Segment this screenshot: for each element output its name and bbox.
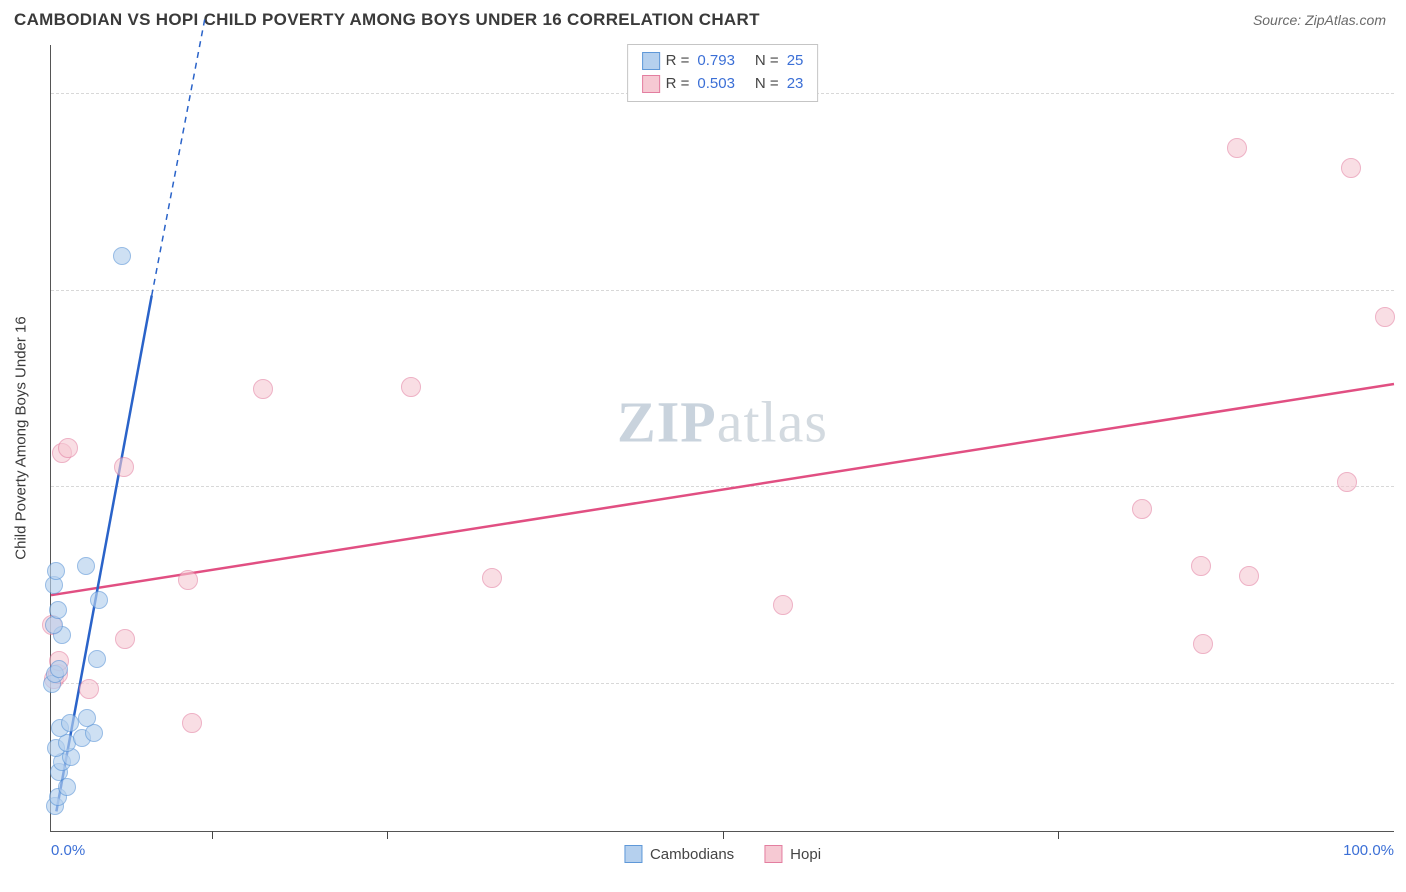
legend-swatch (764, 845, 782, 863)
stats-legend-box: R =0.793 N =25 R =0.503 N =23 (627, 44, 819, 102)
data-point-hopi (773, 595, 793, 615)
legend-swatch (642, 75, 660, 93)
data-point-hopi (182, 713, 202, 733)
data-point-cambodians (90, 591, 108, 609)
x-tick-mark (387, 831, 388, 839)
data-point-hopi (1375, 307, 1395, 327)
data-point-cambodians (61, 714, 79, 732)
scatter-points (51, 45, 1394, 831)
data-point-hopi (178, 570, 198, 590)
data-point-hopi (1337, 472, 1357, 492)
legend-item-cambodians: Cambodians (624, 845, 734, 863)
data-point-hopi (115, 629, 135, 649)
x-tick-label: 0.0% (51, 842, 85, 859)
chart-title: CAMBODIAN VS HOPI CHILD POVERTY AMONG BO… (14, 10, 760, 30)
stats-row: R =0.793 N =25 (642, 50, 804, 73)
data-point-hopi (1227, 138, 1247, 158)
chart-plot-area: Child Poverty Among Boys Under 16 ZIPatl… (50, 45, 1394, 832)
data-point-hopi (482, 568, 502, 588)
data-point-hopi (1191, 556, 1211, 576)
data-point-hopi (401, 377, 421, 397)
data-point-cambodians (77, 557, 95, 575)
data-point-hopi (253, 379, 273, 399)
x-tick-mark (723, 831, 724, 839)
data-point-hopi (79, 679, 99, 699)
y-axis-label: Child Poverty Among Boys Under 16 (13, 316, 30, 559)
data-point-hopi (1193, 634, 1213, 654)
data-point-cambodians (113, 247, 131, 265)
data-point-hopi (1132, 499, 1152, 519)
data-point-cambodians (78, 709, 96, 727)
stats-row: R =0.503 N =23 (642, 73, 804, 96)
data-point-cambodians (49, 601, 67, 619)
x-tick-label: 100.0% (1343, 842, 1394, 859)
data-point-cambodians (50, 660, 68, 678)
legend-swatch (624, 845, 642, 863)
x-tick-mark (1058, 831, 1059, 839)
data-point-hopi (1239, 566, 1259, 586)
x-tick-mark (212, 831, 213, 839)
legend-swatch (642, 52, 660, 70)
data-point-hopi (1341, 158, 1361, 178)
series-legend: Cambodians Hopi (624, 845, 821, 863)
source-attribution: Source: ZipAtlas.com (1253, 12, 1386, 28)
data-point-cambodians (47, 562, 65, 580)
legend-item-hopi: Hopi (764, 845, 821, 863)
data-point-cambodians (88, 650, 106, 668)
data-point-hopi (114, 457, 134, 477)
data-point-hopi (58, 438, 78, 458)
